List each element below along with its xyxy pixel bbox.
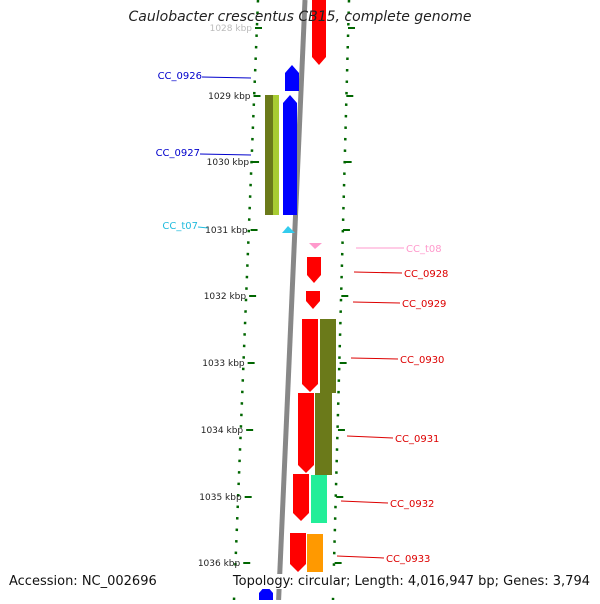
- leader-line: [346, 435, 394, 439]
- tick-label: 1032 kbp: [204, 292, 247, 302]
- backbone-line: [276, 0, 308, 601]
- tick-label: 1031 kbp: [205, 226, 248, 236]
- leader-line: [353, 271, 403, 274]
- leader-line: [201, 76, 252, 79]
- leader-line: [352, 301, 401, 304]
- tick-label: 1028 kbp: [210, 24, 253, 34]
- gene-label-right: CC_0933: [386, 554, 430, 565]
- feature-orange-0933: [307, 534, 323, 572]
- gene-label-right: CC_0932: [390, 499, 434, 510]
- gene-label-right: CC_0928: [404, 269, 448, 280]
- leader-line: [199, 153, 252, 156]
- gene-label-left: CC_0927: [156, 148, 200, 159]
- gene-cc0931: [298, 393, 314, 473]
- trna-cct08: [309, 243, 322, 249]
- leader-line: [340, 500, 389, 504]
- map-title: Caulobacter crescentus CB15, complete ge…: [128, 9, 472, 25]
- gene-label-right: CC_t08: [406, 244, 442, 255]
- tick-label: 1036 kbp: [198, 559, 241, 569]
- outer-dotted-ring: [331, 0, 351, 601]
- gene-cc0933: [290, 533, 306, 572]
- tick-label: 1035 kbp: [199, 493, 242, 503]
- feature-olive-0931: [315, 393, 332, 475]
- gene-label-right: CC_0930: [400, 355, 444, 366]
- feature-olive-left: [265, 95, 273, 215]
- accession-label: Accession: NC_002696: [9, 574, 157, 589]
- gene-label-left: CC_0926: [158, 71, 202, 82]
- leader-line: [336, 555, 385, 559]
- feature-green-left: [273, 95, 279, 215]
- gene-cc0929: [306, 291, 320, 309]
- gene-partial-top: [312, 0, 326, 65]
- trna-cct07: [282, 226, 295, 233]
- feature-teal-0932: [311, 475, 327, 523]
- leader-line: [197, 226, 209, 229]
- feature-olive-0930: [320, 319, 336, 393]
- tick-label: 1033 kbp: [202, 359, 245, 369]
- tick-label: 1030 kbp: [207, 158, 250, 168]
- genome-summary: Topology: circular; Length: 4,016,947 bp…: [232, 574, 590, 589]
- gene-cc0926: [285, 65, 299, 91]
- gene-label-right: CC_0931: [395, 434, 439, 445]
- gene-cc0928: [307, 257, 321, 283]
- inner-dotted-ring: [232, 0, 260, 601]
- gene-cc0930: [302, 319, 318, 392]
- leader-line: [350, 357, 399, 360]
- gene-label-left: CC_t07: [162, 221, 198, 232]
- gene-label-right: CC_0929: [402, 299, 446, 310]
- gene-partial-bottom: [259, 585, 273, 600]
- tick-label: 1034 kbp: [201, 426, 244, 436]
- gene-cc0932: [293, 474, 309, 521]
- gene-cc0927: [283, 95, 297, 215]
- tick-label: 1029 kbp: [208, 92, 251, 102]
